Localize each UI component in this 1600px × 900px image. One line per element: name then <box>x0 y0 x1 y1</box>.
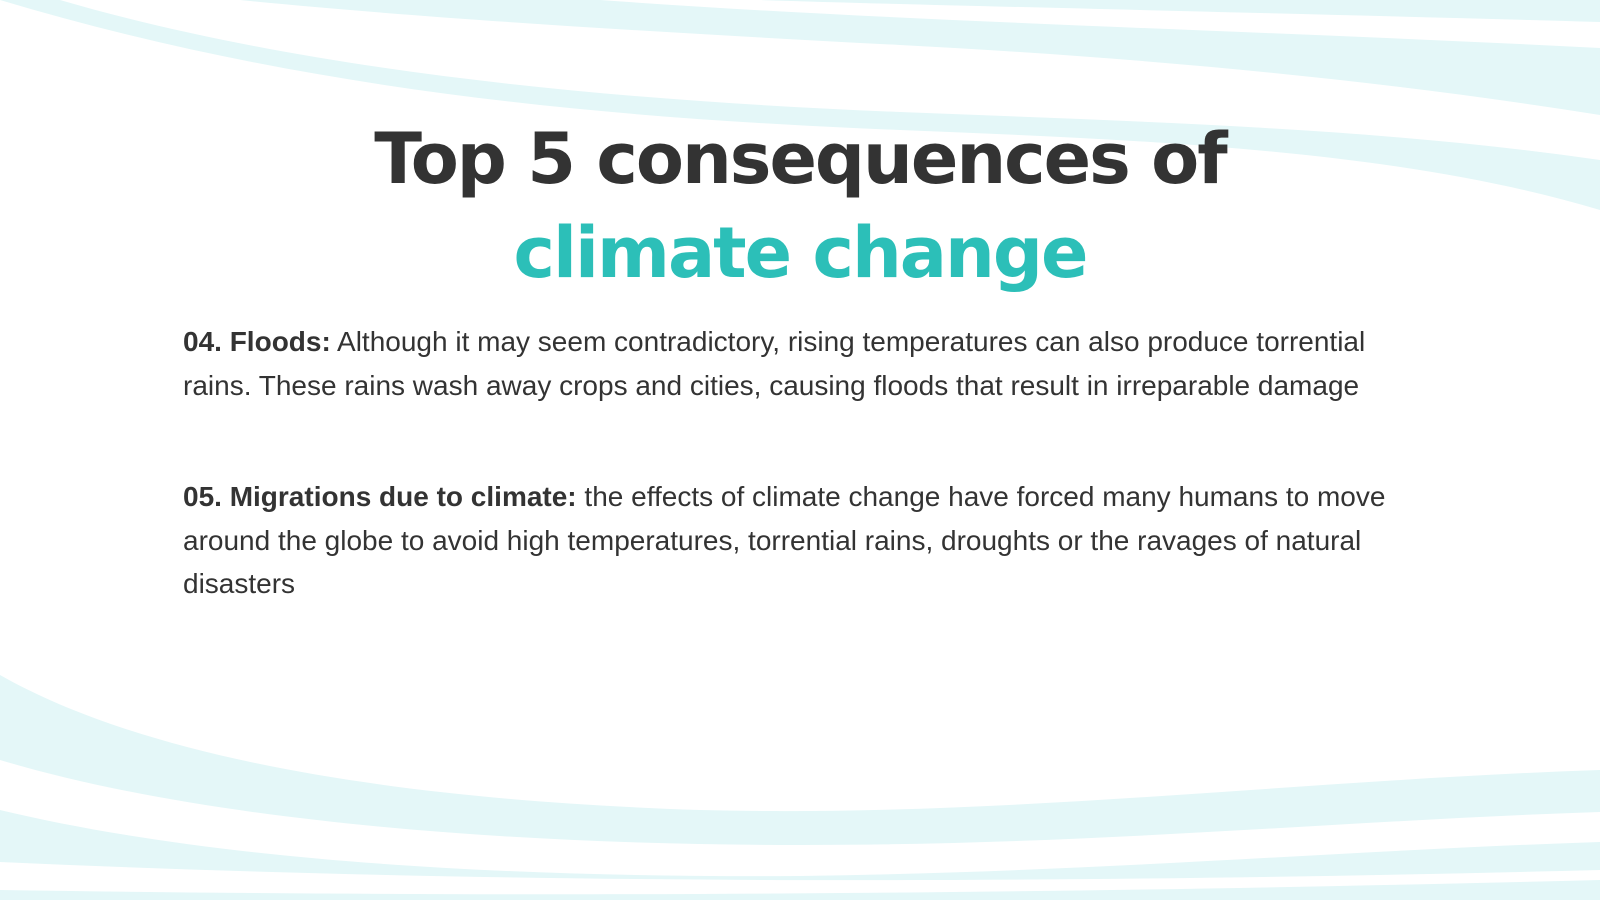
top-wave-thin <box>600 0 1600 48</box>
title-line-2-highlight: climate change <box>513 212 1089 294</box>
item-floods: 04. Floods: Although it may seem contrad… <box>183 320 1433 407</box>
item-term: 04. Floods: <box>183 326 331 357</box>
item-term: 05. Migrations due to climate: <box>183 481 577 512</box>
item-migrations: 05. Migrations due to climate: the effec… <box>183 475 1433 606</box>
title-line-1: Top 5 consequences of <box>374 118 1227 200</box>
slide-title: Top 5 consequences of climate change <box>0 112 1600 300</box>
item-text: Although it may seem contradictory, risi… <box>183 326 1366 401</box>
item-text: the effects of climate change have force… <box>183 481 1386 599</box>
bottom-wave-thin <box>0 862 1600 895</box>
top-wave-highlight <box>60 0 1600 160</box>
bottom-wave-highlight <box>0 760 1600 877</box>
